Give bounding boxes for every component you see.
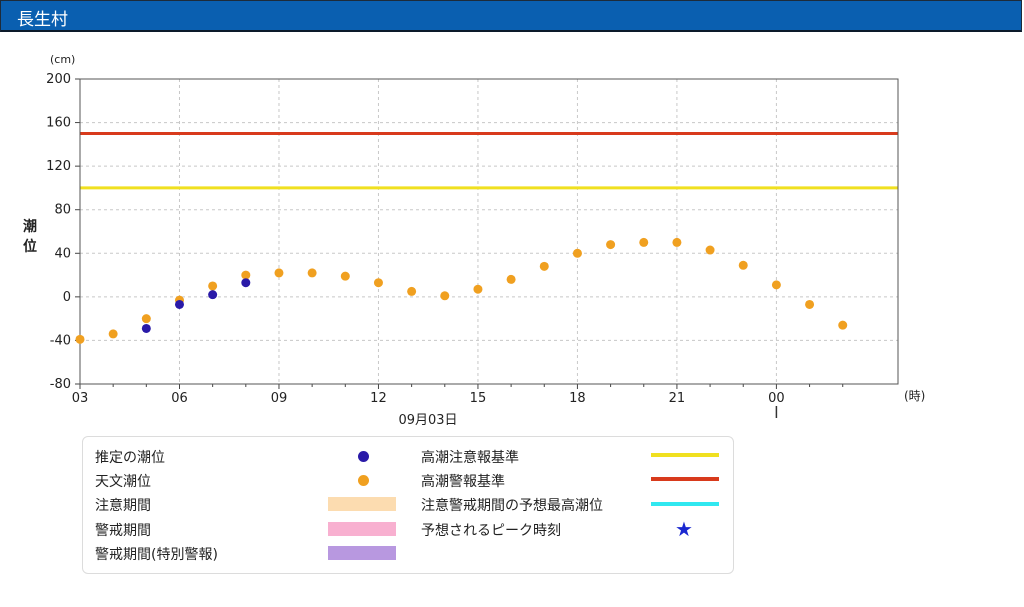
grid-layer <box>79 79 898 384</box>
data-point <box>141 314 151 324</box>
legend-swatch-special-warning-period <box>328 546 396 560</box>
x-tick-label: 06 <box>171 391 188 406</box>
data-point <box>705 245 715 255</box>
legend-label-storm-surge-warning-level: 高潮警報基準 <box>421 474 505 490</box>
data-point <box>440 291 450 301</box>
plot-frame <box>79 78 899 385</box>
y-tick-label: 40 <box>54 246 71 261</box>
data-point <box>274 268 284 278</box>
x-tick-label: 03 <box>72 391 89 406</box>
legend-label-estimated-tide: 推定の潮位 <box>95 450 165 466</box>
tide-chart: -80 -40 0 40 80 120 160 200 06 09 12 15 18 21 00 03 (cm… <box>46 53 925 428</box>
x-tick-label: 09 <box>271 391 288 406</box>
data-point <box>572 248 582 258</box>
data-point <box>307 268 317 278</box>
legend-label-astronomical-tide: 天文潮位 <box>95 474 151 490</box>
y-tick-label: 120 <box>46 159 71 174</box>
data-points <box>75 237 848 344</box>
y-tick-label: 200 <box>46 72 71 87</box>
legend-line-storm-surge-advisory-level <box>651 453 719 457</box>
data-point <box>771 280 781 290</box>
legend-swatch-warning-period <box>328 522 396 536</box>
y-unit-label: (cm) <box>50 53 75 66</box>
x-tick-label: 15 <box>470 391 487 406</box>
data-point <box>539 261 549 271</box>
data-point <box>241 270 251 280</box>
legend-line-forecast-max-tide <box>651 502 719 506</box>
y-tick-label: 80 <box>54 203 71 218</box>
data-point <box>506 274 516 284</box>
legend-line-storm-surge-warning-level <box>651 477 719 481</box>
title-bar: 長生村 <box>0 0 1022 32</box>
data-point <box>241 278 251 288</box>
x-unit-label: (時) <box>904 389 925 403</box>
legend-label-forecast-max-tide: 注意警戒期間の予想最高潮位 <box>421 498 603 514</box>
y-tick-label: -40 <box>50 333 71 348</box>
axes: -80 -40 0 40 80 120 160 200 06 09 12 15 18 21 00 03 <box>46 72 899 418</box>
legend-swatch-caution-period <box>328 497 396 511</box>
data-point <box>639 237 649 247</box>
data-point <box>838 320 848 330</box>
chart-legend: 推定の潮位 天文潮位 注意期間 警戒期間 警戒期間(特別警報) 高潮注意報基準 … <box>82 436 734 574</box>
y-axis-title: 潮位 <box>23 219 37 255</box>
y-tick-label: -80 <box>50 377 71 392</box>
legend-label-expected-peak-time: 予想されるピーク時刻 <box>421 523 561 539</box>
page-title: 長生村 <box>17 10 68 30</box>
data-point <box>672 237 682 247</box>
star-icon: ★ <box>675 517 693 541</box>
data-point <box>108 329 118 339</box>
data-point <box>340 271 350 281</box>
x-tick-label: 00 <box>768 391 785 406</box>
reference-lines <box>80 131 898 190</box>
data-point <box>208 290 218 300</box>
data-point <box>75 334 85 344</box>
data-point <box>606 240 616 250</box>
data-point <box>141 323 151 333</box>
y-tick-label: 0 <box>63 290 71 305</box>
data-point <box>805 299 815 309</box>
x-tick-label: 21 <box>669 391 686 406</box>
data-point <box>473 284 483 294</box>
legend-label-warning-period: 警戒期間 <box>95 523 151 539</box>
data-point <box>208 281 218 291</box>
legend-dot-estimated-tide <box>358 451 369 462</box>
x-tick-label: 12 <box>370 391 387 406</box>
x-tick-label: 18 <box>569 391 586 406</box>
data-point <box>174 299 184 309</box>
legend-label-caution-period: 注意期間 <box>95 498 151 514</box>
y-tick-label: 160 <box>46 116 71 131</box>
data-point <box>373 278 383 288</box>
x-axis-date-label: 09月03日 <box>398 413 457 428</box>
legend-dot-astronomical-tide <box>358 475 369 486</box>
data-point <box>738 260 748 270</box>
legend-label-storm-surge-advisory-level: 高潮注意報基準 <box>421 450 519 466</box>
legend-label-special-warning-period: 警戒期間(特別警報) <box>95 547 218 563</box>
data-point <box>407 286 417 296</box>
